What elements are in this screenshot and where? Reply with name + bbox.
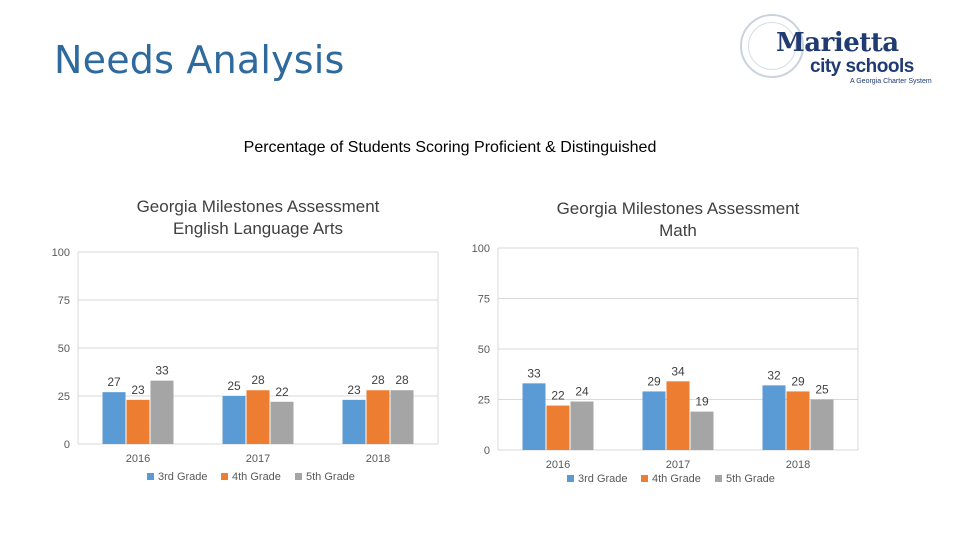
bar-4th-grade-2017 <box>246 390 270 444</box>
bar-4th-grade-2018 <box>366 390 390 444</box>
bar-5th-grade-2016 <box>150 380 174 444</box>
data-label: 25 <box>815 383 829 397</box>
bar-4th-grade-2017 <box>666 381 690 450</box>
bar-5th-grade-2017 <box>270 401 294 444</box>
legend-swatch <box>715 475 722 482</box>
bar-4th-grade-2018 <box>786 391 810 450</box>
data-label: 34 <box>671 364 685 378</box>
chart-title-line: Georgia Milestones Assessment <box>557 199 800 218</box>
math-chart: Georgia Milestones Assessment Math 0 25 50 75… <box>472 199 859 485</box>
data-label: 33 <box>155 364 169 378</box>
bar-3rd-grade-2016 <box>102 392 126 444</box>
chart-title-line: Math <box>659 221 697 240</box>
x-category-label: 2018 <box>786 459 810 471</box>
data-label: 22 <box>275 385 289 399</box>
legend-swatch <box>641 475 648 482</box>
y-tick-label: 25 <box>478 395 490 407</box>
bar-4th-grade-2016 <box>126 399 150 444</box>
y-tick-label: 0 <box>64 439 70 451</box>
legend-label: 3rd Grade <box>158 471 208 483</box>
chart-title-line: English Language Arts <box>173 219 343 238</box>
x-category-label: 2016 <box>546 459 570 471</box>
data-label: 28 <box>371 373 385 387</box>
data-label: 32 <box>767 368 781 382</box>
legend-swatch <box>221 473 228 480</box>
y-tick-label: 50 <box>478 344 490 356</box>
y-tick-label: 100 <box>472 243 490 255</box>
x-category-label: 2017 <box>666 459 690 471</box>
y-tick-label: 0 <box>484 445 490 457</box>
bar-3rd-grade-2017 <box>222 396 246 444</box>
legend-swatch <box>295 473 302 480</box>
slide-subtitle: Percentage of Students Scoring Proficien… <box>243 139 657 156</box>
y-tick-label: 25 <box>58 391 70 403</box>
y-tick-label: 75 <box>478 294 490 306</box>
logo-name: Marietta <box>776 28 899 58</box>
marietta-logo: Marietta city schools A Georgia Charter … <box>736 12 936 92</box>
legend-label: 5th Grade <box>306 471 355 483</box>
bar-5th-grade-2016 <box>570 401 594 450</box>
data-label: 25 <box>227 379 241 393</box>
y-tick-label: 75 <box>58 295 70 307</box>
y-tick-label: 100 <box>52 247 70 259</box>
bar-3rd-grade-2017 <box>642 391 666 450</box>
ela-chart: Georgia Milestones Assessment English Lan… <box>52 197 439 483</box>
data-label: 27 <box>107 375 121 389</box>
bar-3rd-grade-2018 <box>762 385 786 450</box>
data-label: 22 <box>551 389 565 403</box>
data-label: 28 <box>251 373 265 387</box>
chart-title-line: Georgia Milestones Assessment <box>137 197 380 216</box>
logo-tagline: A Georgia Charter System <box>850 78 932 85</box>
legend-label: 3rd Grade <box>578 473 628 485</box>
page-title: Needs Analysis <box>54 38 345 82</box>
data-label: 33 <box>527 366 541 380</box>
data-label: 29 <box>647 374 661 388</box>
data-label: 24 <box>575 385 589 399</box>
data-label: 28 <box>395 373 409 387</box>
legend-label: 4th Grade <box>232 471 281 483</box>
legend-swatch <box>147 473 154 480</box>
legend-swatch <box>567 475 574 482</box>
bar-5th-grade-2018 <box>810 399 834 450</box>
data-label: 23 <box>131 383 145 397</box>
bar-5th-grade-2017 <box>690 411 714 450</box>
data-label: 23 <box>347 383 361 397</box>
x-category-label: 2016 <box>126 453 150 465</box>
x-category-label: 2017 <box>246 453 270 465</box>
legend-label: 4th Grade <box>652 473 701 485</box>
x-category-label: 2018 <box>366 453 390 465</box>
bar-3rd-grade-2018 <box>342 399 366 444</box>
logo-subtitle: city schools <box>810 56 914 77</box>
legend-label: 5th Grade <box>726 473 775 485</box>
bar-3rd-grade-2016 <box>522 383 546 450</box>
bar-5th-grade-2018 <box>390 390 414 444</box>
data-label: 19 <box>695 395 709 409</box>
data-label: 29 <box>791 374 805 388</box>
y-tick-label: 50 <box>58 343 70 355</box>
seal-icon <box>740 14 804 78</box>
bar-4th-grade-2016 <box>546 405 570 450</box>
